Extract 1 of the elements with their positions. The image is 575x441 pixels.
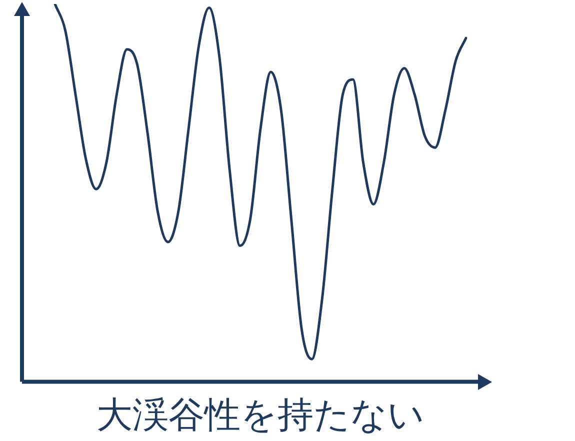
x-axis-title: 大渓谷性を持たない — [96, 394, 424, 436]
